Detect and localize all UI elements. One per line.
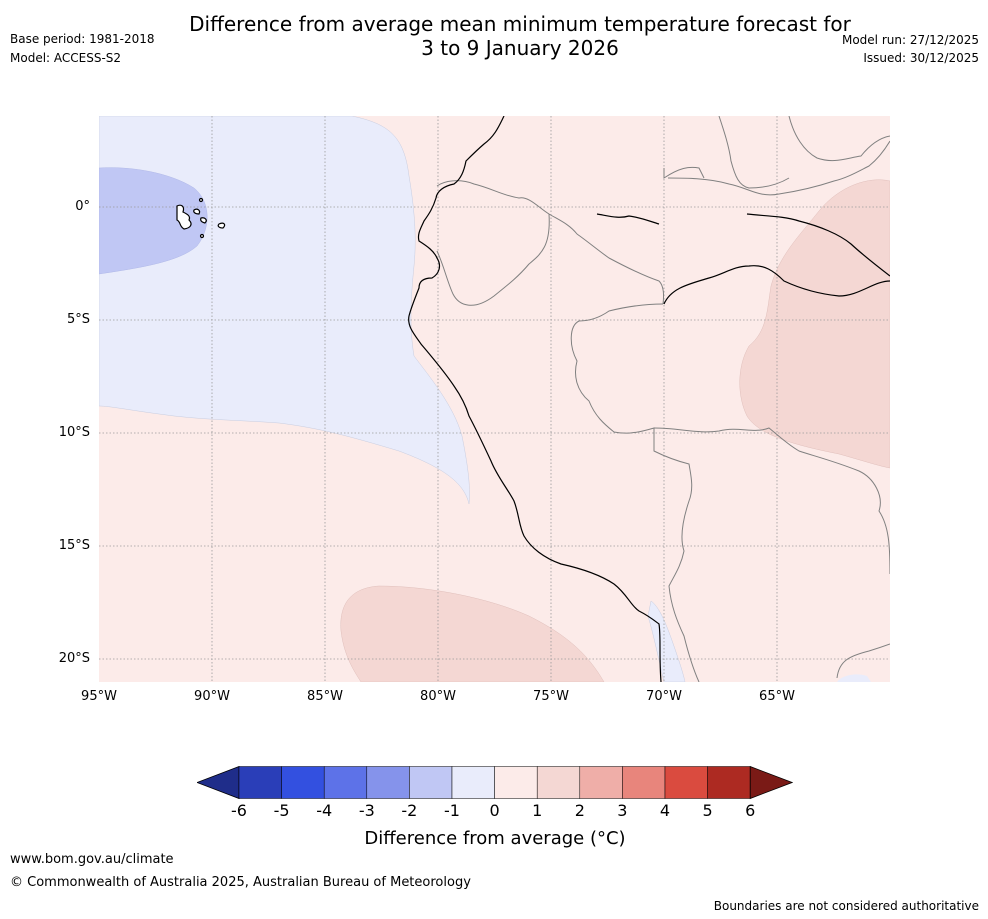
lat-label-5s: 5°S (66, 312, 90, 327)
colorbar-tick-label: -4 (316, 801, 333, 820)
colorbar-segment (366, 766, 410, 799)
lat-label-20s: 20°S (58, 651, 90, 666)
colorbar-tick-label: 6 (745, 801, 756, 820)
colorbar-segment (622, 766, 666, 799)
colorbar-tick-label: 5 (702, 801, 713, 820)
lon-label-90w: 90°W (194, 689, 230, 704)
lon-label-85w: 85°W (307, 689, 343, 704)
model-name: Model: ACCESS-S2 (10, 51, 122, 65)
anomaly-zone-1-to-2-pacific (340, 585, 605, 682)
lon-label-65w: 65°W (759, 689, 795, 704)
lat-label-15s: 15°S (58, 538, 90, 553)
colorbar-segment (536, 766, 581, 799)
map-title: Difference from average mean minimum tem… (0, 12, 988, 60)
anomaly-zone-minus2-to-minus1-galapagos (99, 167, 208, 275)
colorbar-tick-label: 3 (617, 801, 628, 820)
colorbar-segment (451, 766, 495, 799)
copyright: © Commonwealth of Australia 2025, Austra… (10, 875, 471, 890)
base-period: Base period: 1981-2018 (10, 32, 155, 46)
country-borders (436, 116, 890, 682)
colorbar-tick-label: 4 (659, 801, 671, 820)
colorbar-tick-label: -1 (444, 801, 460, 820)
colorbar-segment (281, 766, 325, 799)
model-run: Model run: 27/12/2025 (841, 33, 979, 47)
forecast-map (99, 116, 890, 682)
colorbar-extend-low (197, 766, 240, 800)
colorbar-tick-label: 1 (532, 801, 543, 820)
galapagos-islands (176, 197, 226, 239)
colorbar-tick-label: -6 (231, 801, 247, 820)
colorbar-label: Difference from average (°C) (364, 828, 626, 849)
colorbar-segment (409, 766, 453, 799)
lon-label-75w: 75°W (533, 689, 569, 704)
colorbar-segment (238, 766, 282, 799)
boundaries-disclaimer: Boundaries are not considered authoritat… (713, 899, 979, 913)
anomaly-zone-minus1-to-0-east (837, 674, 871, 682)
colorbar-extend-high (749, 766, 793, 800)
lon-label-70w: 70°W (646, 689, 682, 704)
colorbar-tick-label: -5 (273, 801, 290, 820)
colorbar-tick-label: -3 (358, 801, 375, 820)
coastlines (408, 116, 890, 682)
title-line-1: Difference from average mean minimum tem… (189, 12, 851, 36)
colorbar-tick-label: -2 (401, 801, 418, 820)
colorbar-segment (664, 766, 708, 799)
graticule (99, 116, 890, 682)
title-line-2: 3 to 9 January 2026 (421, 36, 619, 60)
lat-label-10s: 10°S (58, 425, 90, 440)
anomaly-zone-1-to-2-amazon (739, 179, 890, 469)
colorbar-segment (707, 766, 751, 799)
lon-label-95w: 95°W (81, 689, 117, 704)
colorbar-tick-label: 0 (489, 801, 500, 820)
lon-label-80w: 80°W (420, 689, 456, 704)
lat-label-0: 0° (75, 199, 90, 214)
colorbar-segment (494, 766, 538, 799)
colorbar-tick-label: 2 (574, 801, 585, 820)
colorbar (197, 766, 793, 800)
issued-date: Issued: 30/12/2025 (863, 51, 979, 65)
colorbar-segment (323, 766, 368, 799)
anomaly-zone-minus1-to-0-altiplano (647, 600, 686, 682)
colorbar-segment (579, 766, 623, 799)
website-link[interactable]: www.bom.gov.au/climate (10, 852, 174, 867)
